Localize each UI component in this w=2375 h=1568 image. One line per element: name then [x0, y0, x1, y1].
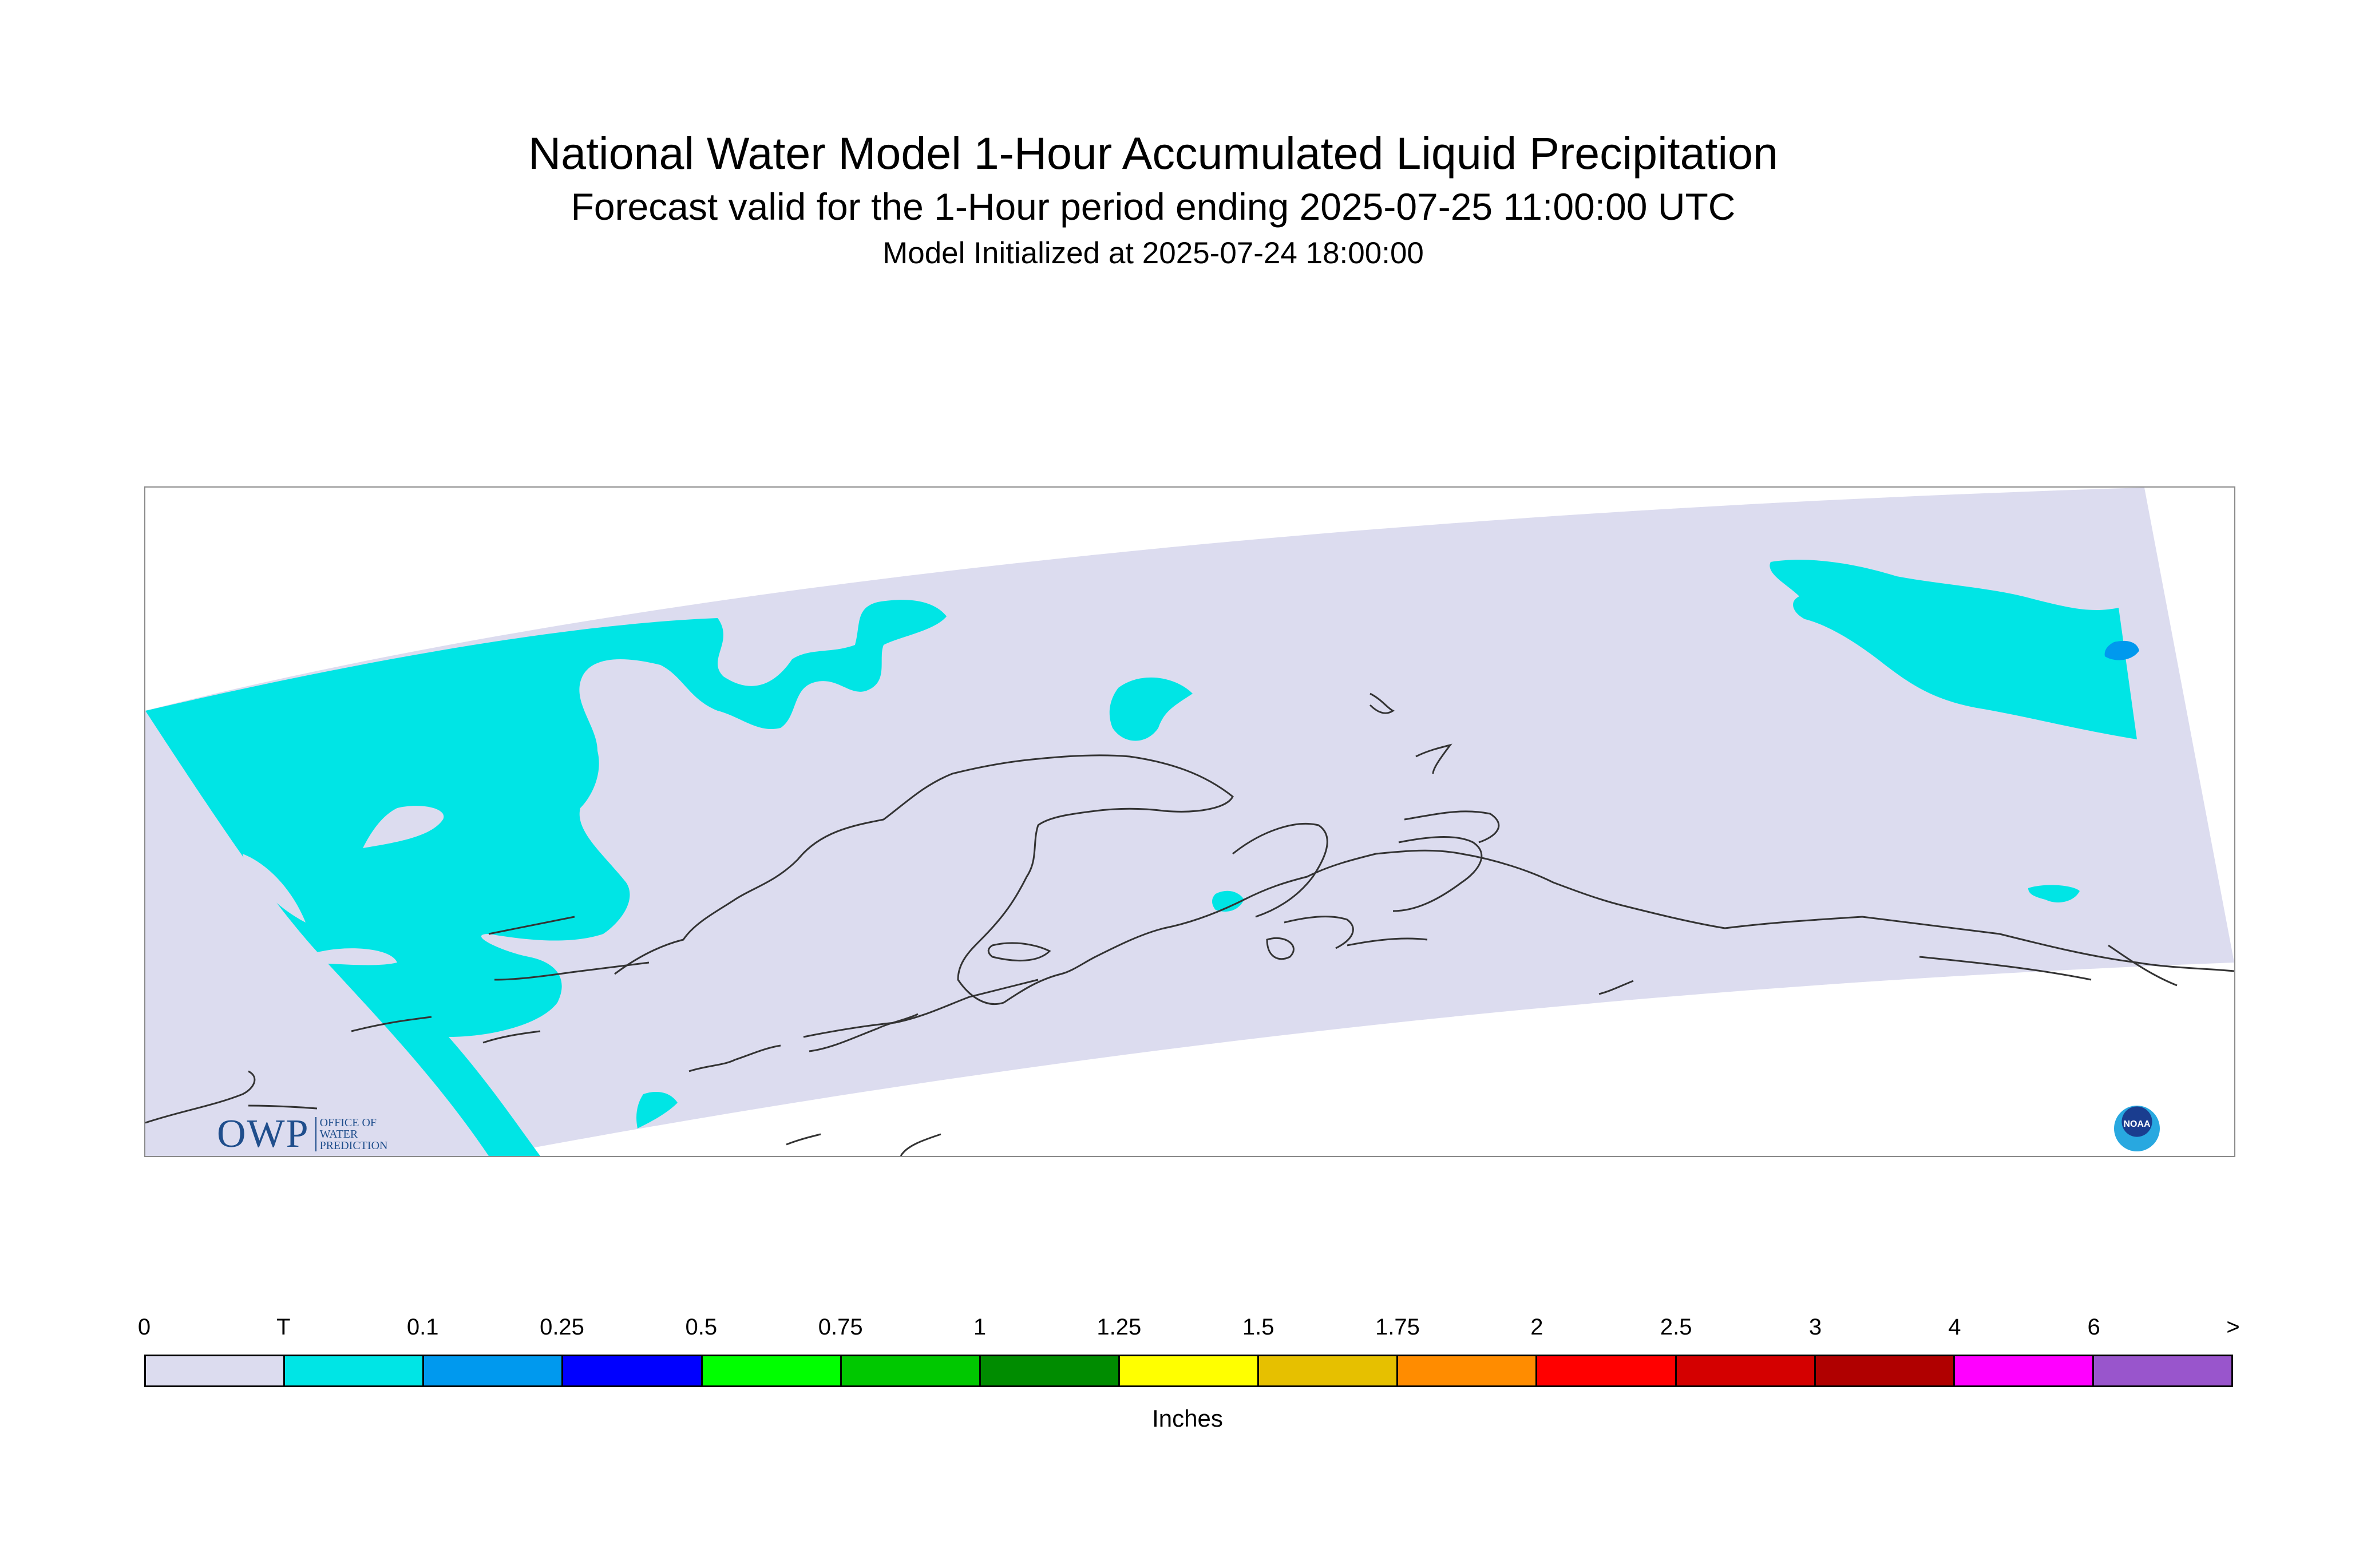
legend-tick-label: 2.5 — [1660, 1314, 1692, 1340]
legend-swatch — [563, 1356, 703, 1385]
legend-tick-label: 4 — [1948, 1314, 1961, 1340]
legend-tick-label: 0.5 — [685, 1314, 718, 1340]
legend-swatch — [702, 1356, 842, 1385]
owp-logo: OWP OFFICE OF WATER PREDICTION — [217, 1111, 388, 1156]
legend-swatch — [1398, 1356, 1538, 1385]
map-title: National Water Model 1-Hour Accumulated … — [528, 128, 1778, 179]
legend-tick-label: 2 — [1530, 1314, 1543, 1340]
legend-swatch — [841, 1356, 981, 1385]
legend-tick-label: 1.25 — [1097, 1314, 1142, 1340]
legend-swatch — [1954, 1356, 2094, 1385]
owp-text-line-1: OFFICE OF — [319, 1116, 377, 1129]
legend-swatch — [146, 1356, 286, 1385]
legend-tick-label: 0.75 — [818, 1314, 863, 1340]
legend-swatch — [1815, 1356, 1955, 1385]
legend-tick-label: 0 — [137, 1314, 151, 1340]
model-initialized-label: Model Initialized at 2025-07-24 18:00:00 — [882, 236, 1424, 270]
map-subtitle: Forecast valid for the 1-Hour period end… — [571, 185, 1736, 228]
legend-tick-label: > — [2226, 1314, 2240, 1340]
legend-swatch — [2093, 1356, 2232, 1385]
light-precipitation-area — [2104, 640, 2139, 660]
legend-swatch — [285, 1356, 425, 1385]
owp-text-line-2: WATER — [319, 1128, 358, 1141]
legend-tick-label: 0.1 — [406, 1314, 439, 1340]
precipitation-map: OWP OFFICE OF WATER PREDICTION NOAA — [144, 486, 2235, 1157]
trace-precipitation-areas — [145, 560, 2137, 1156]
legend-swatch — [1259, 1356, 1399, 1385]
legend-units-label: Inches — [1152, 1405, 1223, 1432]
legend-tick-label: 1.5 — [1242, 1314, 1274, 1340]
legend-swatch — [1676, 1356, 1816, 1385]
legend-swatch — [980, 1356, 1120, 1385]
owp-text-line-3: PREDICTION — [319, 1139, 388, 1152]
coastlines — [145, 692, 2234, 1156]
legend-tick-label: 1.75 — [1375, 1314, 1420, 1340]
legend-tick-label: 3 — [1808, 1314, 1822, 1340]
legend-color-bar — [144, 1355, 2233, 1387]
legend-tick-label: 0.25 — [540, 1314, 584, 1340]
legend-swatch — [1119, 1356, 1260, 1385]
owp-logo-text: OFFICE OF WATER PREDICTION — [315, 1116, 388, 1152]
noaa-logo-text: NOAA — [2123, 1119, 2151, 1129]
legend-swatch — [424, 1356, 564, 1385]
legend-swatch — [1537, 1356, 1677, 1385]
legend-tick-label: 6 — [2087, 1314, 2100, 1340]
owp-logo-letters: OWP — [217, 1112, 310, 1156]
noaa-logo: NOAA — [2114, 1106, 2160, 1151]
legend-tick-label: 1 — [973, 1314, 987, 1340]
legend-tick-label: T — [276, 1314, 291, 1340]
